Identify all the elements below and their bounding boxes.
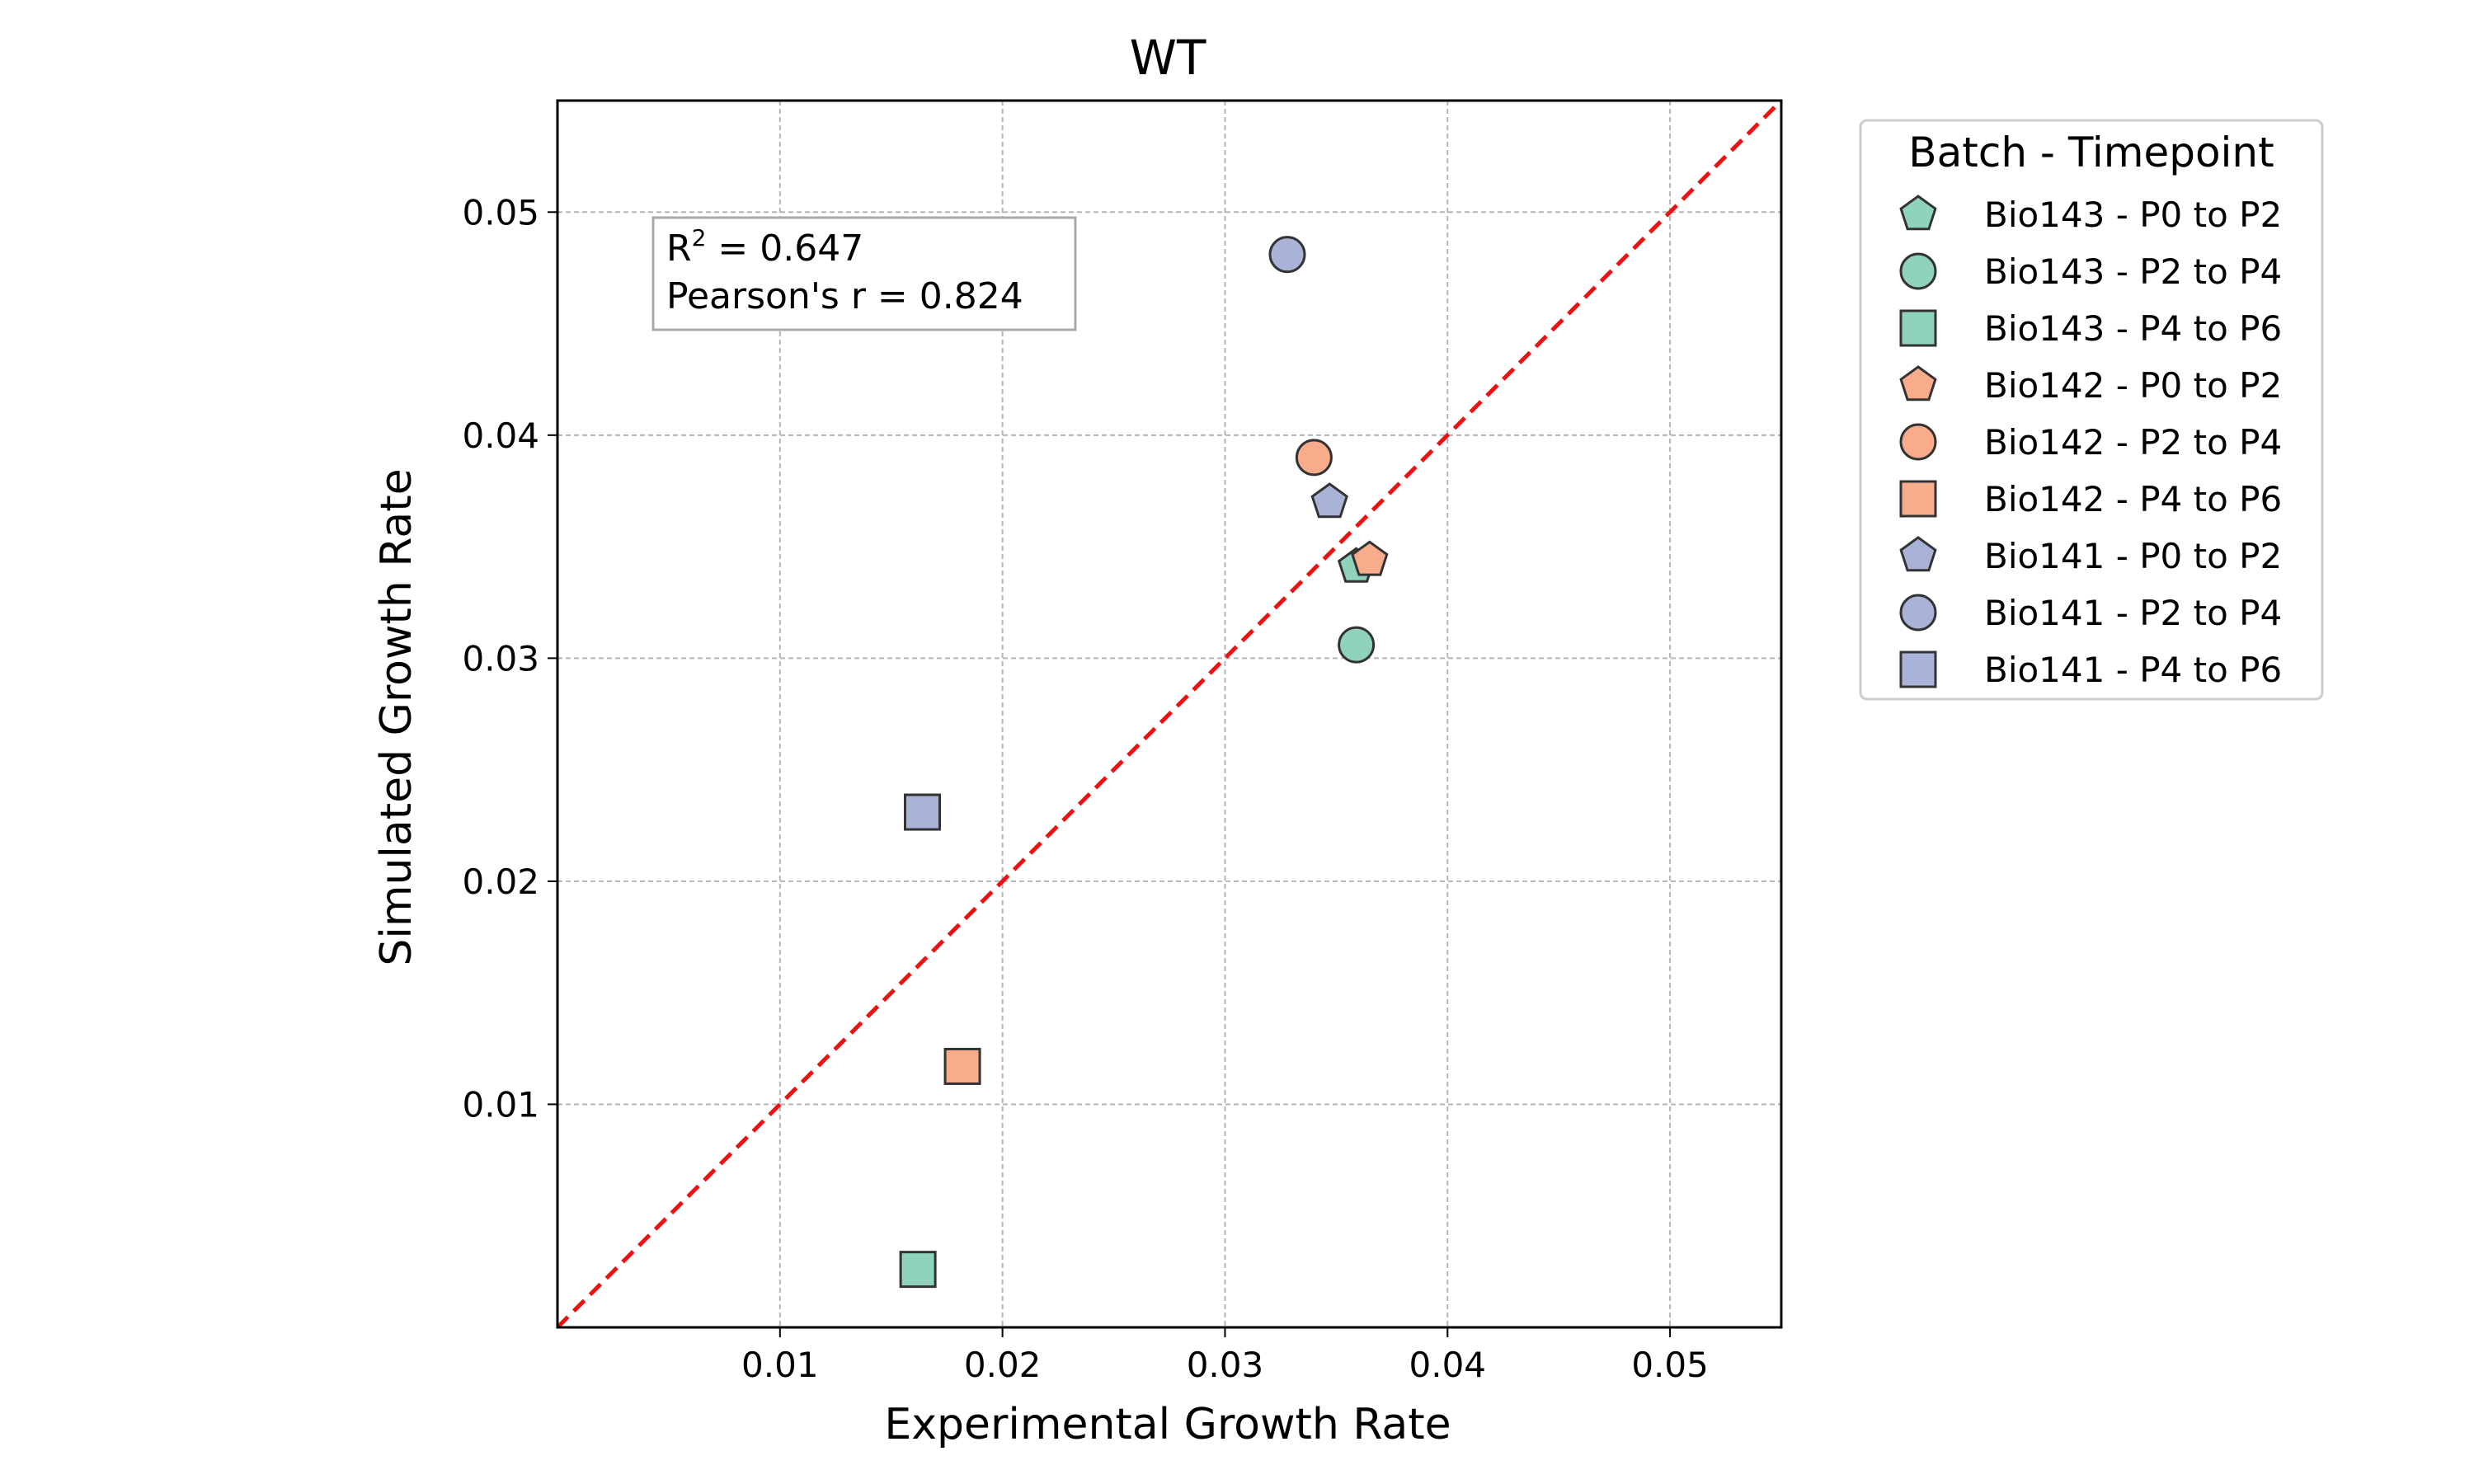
y-axis-label: Simulated Growth Rate	[372, 468, 421, 965]
plot-area: 0.01 0.02 0.03 0.04 0.05 0.01 0.02 0.03 0.04 0.05	[462, 99, 1783, 1385]
legend-box	[1859, 119, 2324, 701]
data-point	[1268, 236, 1306, 274]
legend-title: Batch - Timepoint	[1908, 129, 2274, 176]
legend-item: Bio142 - P0 to P2	[1899, 365, 2282, 406]
legend: Batch - Timepoint Bio143 - P0 to P2 Bio14…	[1859, 119, 2324, 701]
legend-marker	[1899, 594, 1937, 632]
data-point	[899, 1251, 937, 1289]
data-point	[1351, 540, 1389, 576]
legend-label: Bio143 - P4 to P6	[1984, 308, 2282, 349]
legend-item: Bio143 - P0 to P2	[1899, 195, 2282, 235]
legend-marker	[1899, 650, 1937, 688]
legend-marker	[1899, 309, 1937, 347]
legend-item: Bio141 - P4 to P6	[1899, 650, 2282, 690]
legend-marker	[1899, 365, 1937, 402]
x-tick-label: 0.05	[1631, 1345, 1709, 1385]
x-tick-label: 0.02	[964, 1345, 1042, 1385]
legend-label: Bio143 - P0 to P2	[1984, 195, 2282, 235]
x-tick-label: 0.01	[741, 1345, 819, 1385]
legend-item: Bio142 - P2 to P4	[1899, 422, 2282, 463]
r-squared-superscript: 2	[692, 224, 707, 251]
legend-label: Bio141 - P2 to P4	[1984, 593, 2282, 633]
legend-item: Bio143 - P2 to P4	[1899, 251, 2282, 292]
r-squared-prefix: R	[666, 228, 692, 270]
gridlines	[557, 101, 1781, 1327]
data-points	[899, 236, 1389, 1289]
legend-label: Bio143 - P2 to P4	[1984, 251, 2282, 292]
data-point	[1338, 626, 1376, 664]
legend-marker	[1899, 480, 1937, 518]
data-point	[1310, 482, 1348, 519]
legend-label: Bio142 - P0 to P2	[1984, 365, 2282, 406]
y-tick-label: 0.04	[462, 416, 539, 456]
chart-title: WT	[1130, 30, 1206, 86]
data-point	[904, 793, 942, 831]
r-squared-label: R2 = 0.647	[666, 224, 863, 270]
legend-marker	[1899, 252, 1937, 290]
stats-annotation-box	[651, 216, 1077, 331]
ticks: 0.01 0.02 0.03 0.04 0.05 0.01 0.02 0.03 0.04 0.05	[462, 192, 1708, 1385]
y-tick-label: 0.03	[462, 638, 539, 679]
pearson-label: Pearson's r = 0.824	[666, 275, 1023, 317]
identity-reference-line	[556, 99, 1783, 1329]
legend-label: Bio141 - P0 to P2	[1984, 536, 2282, 576]
x-tick-label: 0.03	[1187, 1345, 1264, 1385]
legend-item: Bio141 - P0 to P2	[1899, 536, 2282, 576]
plot-frame	[556, 99, 1783, 1329]
y-tick-label: 0.01	[462, 1084, 539, 1125]
legend-label: Bio141 - P4 to P6	[1984, 650, 2282, 690]
legend-label: Bio142 - P4 to P6	[1984, 479, 2282, 519]
r-squared-value: = 0.647	[706, 228, 863, 270]
legend-marker	[1899, 195, 1937, 231]
stats-annotation: R2 = 0.647 Pearson's r = 0.824	[651, 216, 1077, 331]
y-tick-label: 0.05	[462, 192, 539, 232]
legend-marker	[1899, 536, 1937, 572]
legend-item: Bio143 - P4 to P6	[1899, 308, 2282, 349]
legend-item: Bio142 - P4 to P6	[1899, 479, 2282, 519]
data-point	[1295, 439, 1333, 477]
data-point	[943, 1047, 981, 1085]
legend-label: Bio142 - P2 to P4	[1984, 422, 2282, 463]
legend-item: Bio141 - P2 to P4	[1899, 593, 2282, 633]
x-tick-label: 0.04	[1409, 1345, 1487, 1385]
x-axis-label: Experimental Growth Rate	[884, 1400, 1451, 1449]
y-tick-label: 0.02	[462, 862, 539, 902]
legend-marker	[1899, 423, 1937, 461]
